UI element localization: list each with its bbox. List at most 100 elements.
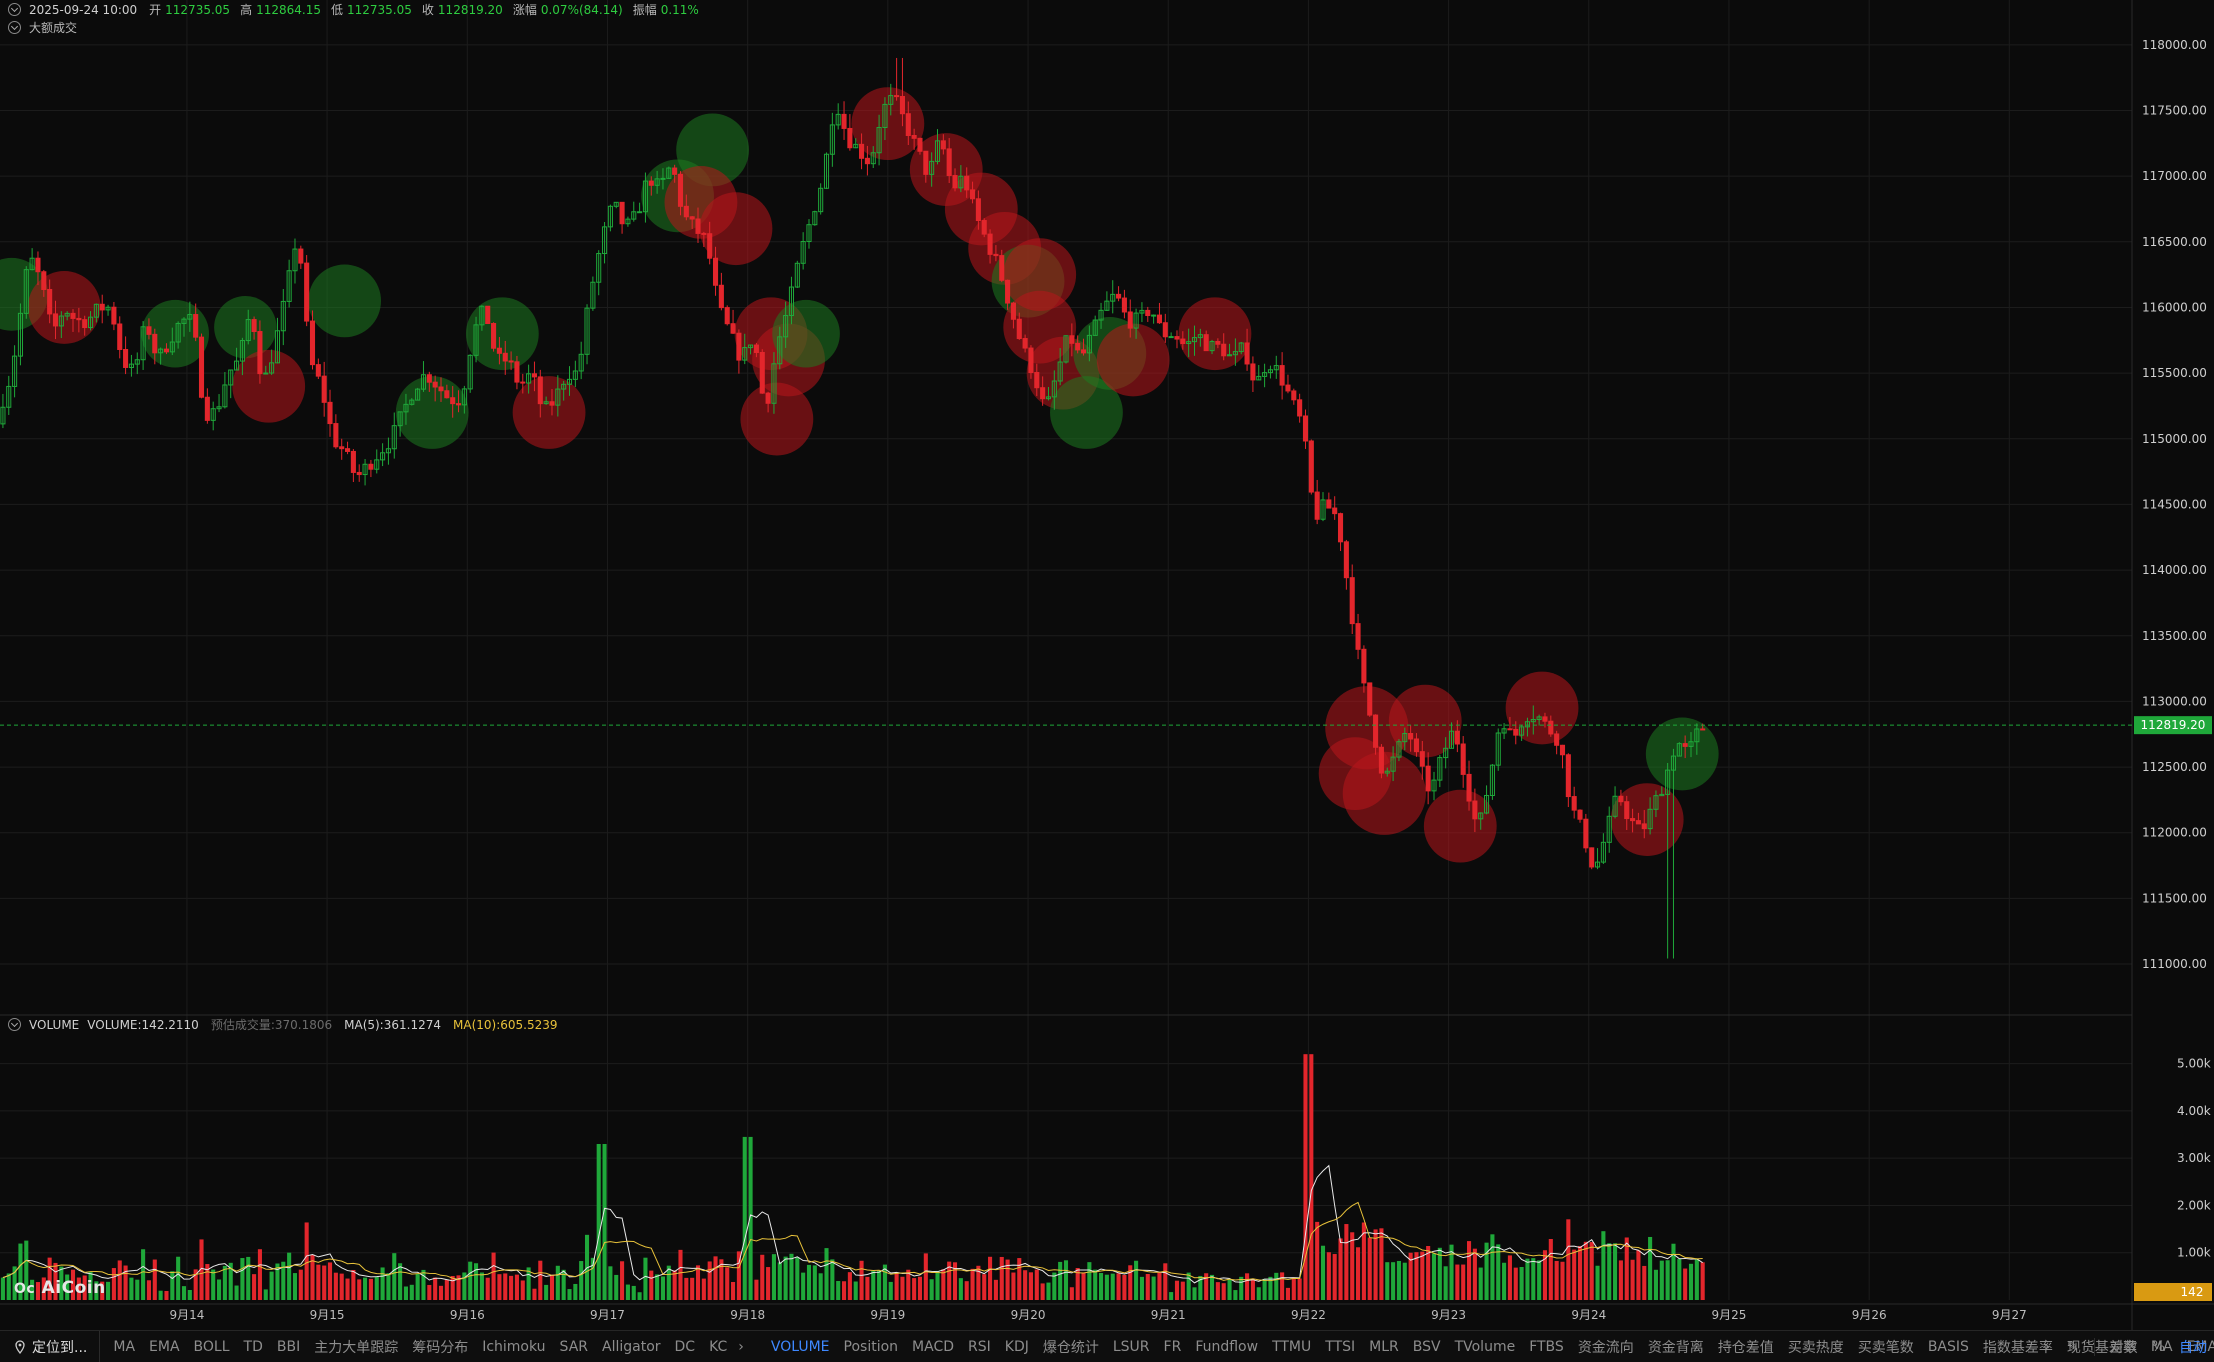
ohlc-info-row: 2025-09-24 10:00 开 112735.05 高 112864.15 低… — [8, 1, 705, 18]
volume-bar — [1396, 1260, 1401, 1300]
main-indicator-2[interactable]: BOLL — [193, 1338, 230, 1355]
eye-icon[interactable] — [8, 21, 21, 34]
candle-body — [555, 388, 561, 406]
ma5-value: MA(5):361.1274 — [344, 1017, 441, 1032]
main-indicator-8[interactable]: SAR — [559, 1338, 588, 1355]
candle-body — [123, 348, 129, 368]
sub-indicator-21[interactable]: 指数基差率 — [1982, 1339, 2053, 1356]
chart-canvas[interactable]: 118000.00 117500.00 117000.00 116500.00 1160… — [0, 0, 2214, 1330]
volume-bar — [123, 1265, 128, 1300]
big-trade-label: 大额成交 — [29, 21, 78, 35]
sub-indicator-11[interactable]: MLR — [1369, 1338, 1399, 1355]
candle-body — [987, 233, 993, 255]
sub-indicator-13[interactable]: TVolume — [1454, 1338, 1516, 1355]
sub-indicator-6[interactable]: LSUR — [1112, 1338, 1150, 1355]
percent-scale-toggle[interactable]: % — [2151, 1338, 2165, 1355]
candle-body — [1670, 755, 1677, 771]
volume-bar — [1379, 1228, 1384, 1300]
big-trade-bubble — [1610, 783, 1684, 856]
volume-bar — [637, 1292, 642, 1300]
sub-indicator-3[interactable]: RSI — [968, 1338, 991, 1355]
candle-body — [689, 216, 695, 220]
volume-bar — [596, 1144, 601, 1300]
chevron-right-icon[interactable]: › — [738, 1338, 744, 1355]
big-trade-row[interactable]: 大额成交 — [8, 19, 77, 36]
main-indicator-1[interactable]: EMA — [149, 1338, 180, 1355]
main-indicator-9[interactable]: Alligator — [602, 1338, 661, 1355]
volume-bar — [141, 1249, 146, 1300]
volume-bar — [1507, 1255, 1512, 1300]
sub-indicator-22[interactable]: 现货基差率 — [2066, 1339, 2137, 1356]
candle-body — [1116, 293, 1122, 299]
edit-icon[interactable]: ✎ — [2066, 1338, 2079, 1355]
sub-indicator-24[interactable]: EMA — [2186, 1338, 2214, 1355]
volume-bar — [789, 1253, 794, 1300]
volume-bar — [1063, 1260, 1069, 1300]
main-indicator-6[interactable]: 筹码分布 — [412, 1339, 469, 1356]
sub-indicator-0[interactable]: VOLUME — [770, 1338, 830, 1355]
candle-body — [771, 363, 777, 404]
sub-indicator-12[interactable]: BSV — [1412, 1338, 1441, 1355]
price-axis-label: 113500.00 — [2142, 629, 2207, 643]
volume-bar — [450, 1276, 455, 1300]
sub-indicator-19[interactable]: 买卖笔数 — [1857, 1339, 1914, 1356]
eye-icon[interactable] — [8, 1018, 21, 1031]
candle-body — [806, 224, 812, 243]
candle-body — [35, 257, 41, 273]
candle-body — [245, 319, 251, 342]
volume-ma10-line — [2, 1201, 1703, 1282]
volume-bar — [900, 1276, 905, 1300]
sub-indicator-9[interactable]: TTMU — [1272, 1338, 1312, 1355]
locate-button[interactable]: 定位到... — [0, 1331, 101, 1362]
main-indicator-3[interactable]: TD — [243, 1338, 263, 1355]
candle-body — [642, 180, 648, 213]
candle-body — [1244, 342, 1250, 365]
candle-body — [1530, 718, 1536, 723]
candle-body — [52, 313, 59, 327]
volume-bar — [947, 1261, 952, 1300]
sub-indicator-23[interactable]: MA — [2150, 1338, 2173, 1355]
main-indicator-5[interactable]: 主力大单跟踪 — [314, 1339, 399, 1356]
eye-icon[interactable] — [8, 3, 21, 16]
volume-bar — [1320, 1245, 1326, 1300]
chevron-right-icon[interactable]: › — [2044, 1338, 2050, 1355]
volume-bar — [339, 1273, 344, 1300]
candle-body — [1630, 818, 1636, 822]
sub-indicator-16[interactable]: 资金背离 — [1647, 1339, 1704, 1356]
main-indicator-4[interactable]: BBI — [276, 1338, 301, 1355]
main-indicator-7[interactable]: Ichimoku — [482, 1338, 546, 1355]
volume-bar — [1420, 1251, 1425, 1300]
volume-bar — [964, 1281, 969, 1300]
volume-bar — [1367, 1237, 1372, 1300]
sub-indicator-14[interactable]: FTBS — [1529, 1338, 1564, 1355]
sub-indicator-20[interactable]: BASIS — [1927, 1338, 1969, 1355]
sub-indicator-15[interactable]: 资金流向 — [1577, 1339, 1634, 1356]
volume-bar — [30, 1279, 35, 1300]
sub-indicator-4[interactable]: KDJ — [1004, 1338, 1029, 1355]
sub-indicator-17[interactable]: 持仓差值 — [1717, 1339, 1774, 1356]
sub-indicator-5[interactable]: 爆仓统计 — [1042, 1339, 1099, 1356]
volume-bar — [18, 1243, 23, 1300]
log-scale-toggle[interactable]: 对数 — [2109, 1339, 2138, 1356]
main-indicator-0[interactable]: MA — [113, 1338, 136, 1355]
price-axis-label: 111000.00 — [2142, 957, 2207, 971]
sub-indicator-18[interactable]: 买卖热度 — [1787, 1339, 1844, 1356]
sub-indicator-8[interactable]: Fundflow — [1195, 1338, 1259, 1355]
volume-bar — [1583, 1241, 1588, 1300]
auto-scale-toggle[interactable]: 自动 — [2179, 1339, 2207, 1356]
candle-body — [1262, 372, 1268, 377]
candle-body — [1010, 302, 1016, 320]
sub-indicator-2[interactable]: MACD — [912, 1338, 955, 1355]
candle-body — [152, 333, 158, 354]
sub-indicator-1[interactable]: Position — [843, 1338, 899, 1355]
candle-body — [590, 281, 596, 309]
sub-indicator-10[interactable]: TTSI — [1325, 1338, 1356, 1355]
volume-bar — [374, 1277, 379, 1300]
volume-bar — [801, 1272, 806, 1300]
volume-bar — [1391, 1262, 1396, 1300]
sub-indicator-7[interactable]: FR — [1163, 1338, 1182, 1355]
candle-body — [613, 201, 619, 207]
volume-bar — [1566, 1219, 1571, 1300]
main-indicator-10[interactable]: DC — [674, 1338, 696, 1355]
main-indicator-11[interactable]: KC — [709, 1338, 728, 1355]
